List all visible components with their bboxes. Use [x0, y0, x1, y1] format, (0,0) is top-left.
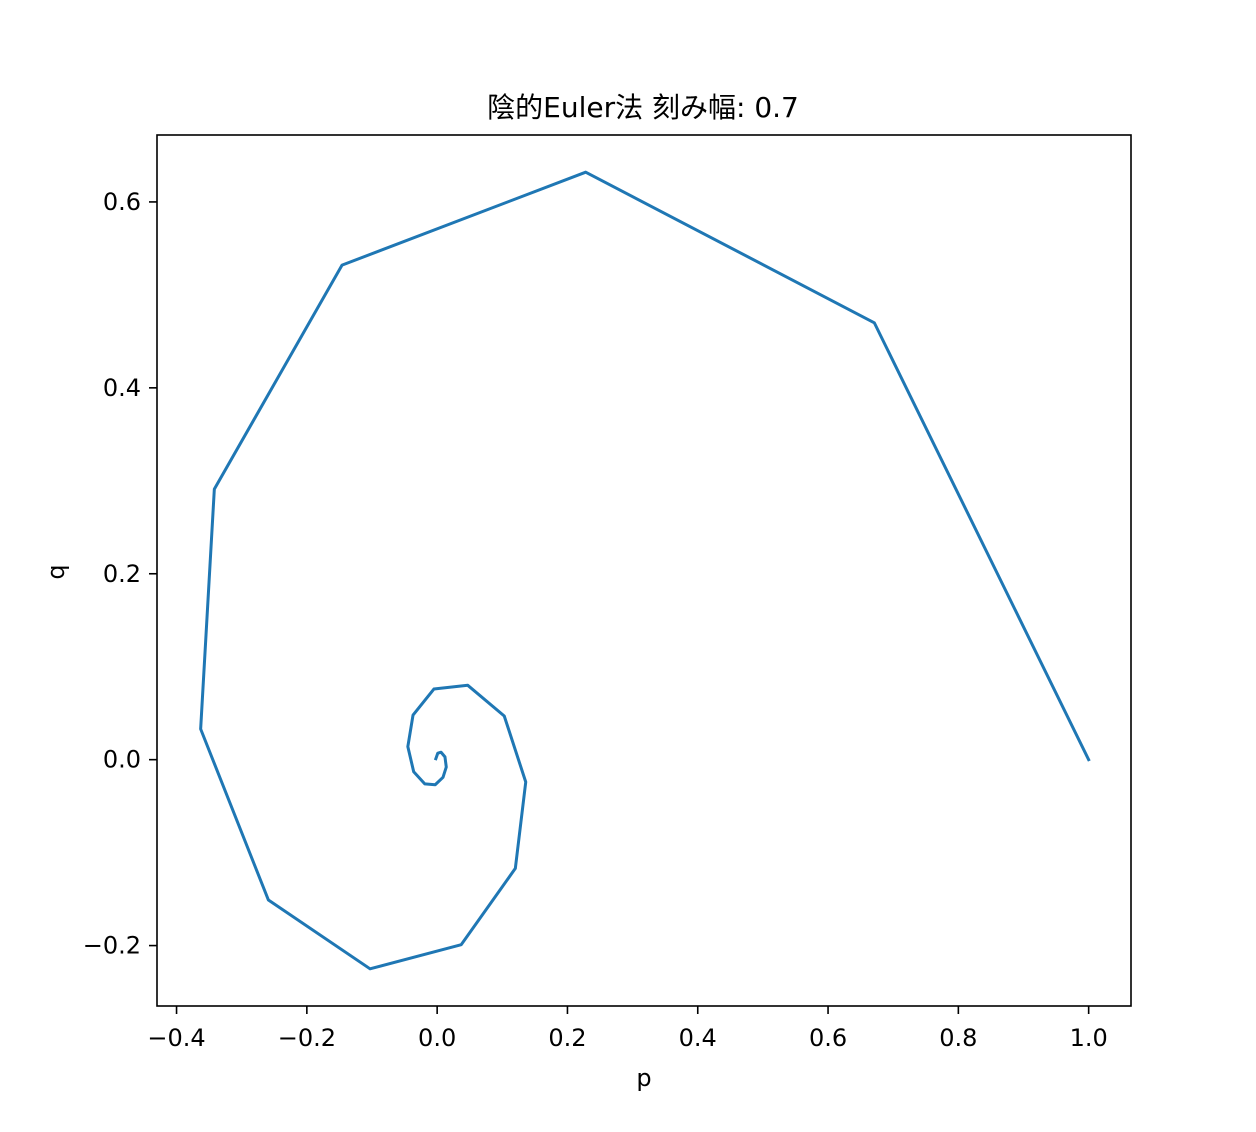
x-tick-label: 1.0 [1070, 1024, 1108, 1052]
y-tick-label: 0.0 [103, 746, 141, 774]
series-line-0 [199, 170, 1091, 971]
x-tick-label: 0.6 [809, 1024, 847, 1052]
y-tick-label: −0.2 [83, 932, 141, 960]
y-axis: −0.2 0.0 0.2 0.4 0.6 [83, 188, 157, 960]
x-axis: −0.4 −0.2 0.0 0.2 0.4 0.6 0.8 1.0 [147, 1006, 1108, 1052]
x-tick-label: 0.4 [679, 1024, 717, 1052]
x-axis-label: p [636, 1064, 651, 1092]
x-tick-label: 0.0 [418, 1024, 456, 1052]
x-tick-label: 0.2 [548, 1024, 586, 1052]
x-tick-label: −0.4 [147, 1024, 205, 1052]
x-tick-label: −0.2 [278, 1024, 336, 1052]
chart-title: 陰的Euler法 刻み幅: 0.7 [487, 91, 799, 124]
y-tick-label: 0.2 [103, 560, 141, 588]
x-tick-label: 0.8 [939, 1024, 977, 1052]
y-tick-label: 0.6 [103, 188, 141, 216]
plot-area [199, 170, 1091, 971]
y-tick-label: 0.4 [103, 374, 141, 402]
plot-frame [156, 134, 1132, 1007]
y-axis-label: q [42, 564, 70, 579]
